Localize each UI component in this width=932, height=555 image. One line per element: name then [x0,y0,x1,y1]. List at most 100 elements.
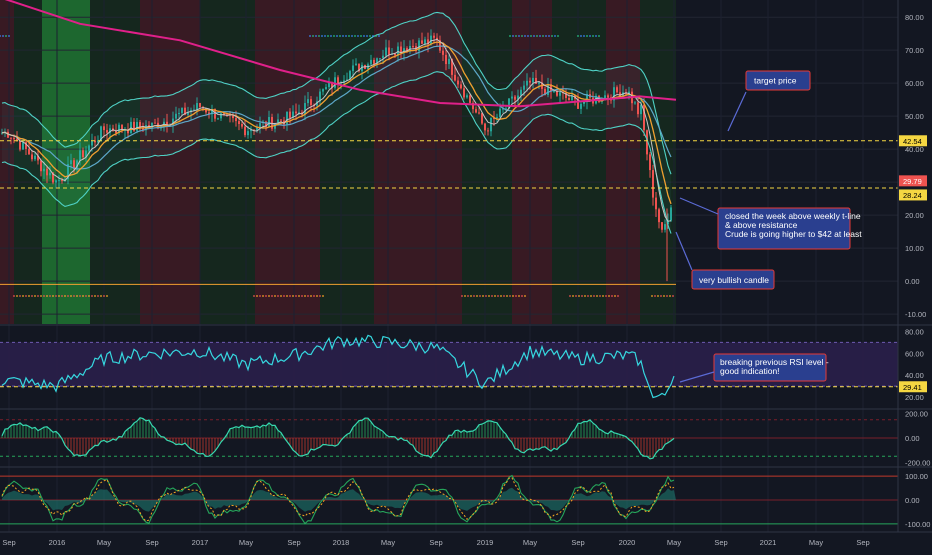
candle-body [88,145,90,151]
signal-dot [274,295,276,297]
candle-body [655,197,657,210]
closed-line-1: closed the week above weekly t-line [725,211,861,221]
signal-dot [669,295,671,297]
signal-dot [345,35,347,37]
price-tick-label: 60.00 [905,79,924,88]
rsi-callout[interactable]: breaking previous RSI level - good indic… [713,353,829,382]
signal-dot [97,295,99,297]
signal-dot [672,295,674,297]
annotations: target price closed the week above weekl… [675,70,862,383]
price-pane[interactable] [0,0,677,297]
osc-tick-label: -100.00 [905,520,930,529]
signal-dot [363,35,365,37]
signal-dot [515,35,517,37]
closed-week-callout[interactable]: closed the week above weekly t-line & ab… [717,207,862,250]
candle-body [292,111,294,118]
level-lines [0,140,898,285]
candle-body [310,99,312,105]
candle-body [103,126,105,131]
candle-body [208,112,210,115]
cci-pane[interactable] [0,417,898,460]
level-high-label-bg [899,135,927,147]
candle-body [94,140,96,143]
time-axis-label: May [239,538,253,547]
signal-dot [589,35,591,37]
candle-body [346,79,348,81]
candle-body [373,59,375,64]
signal-dot [569,295,571,297]
candle-body [616,87,618,93]
signal-dot [25,295,27,297]
zone-0 [0,0,14,324]
signal-dot [551,35,553,37]
candle-body [349,71,351,80]
candle-body [448,58,450,65]
signal-dot [79,295,81,297]
candle-body [457,80,459,85]
candle-body [196,103,198,110]
candle-body [37,155,39,161]
osc-fill [2,487,676,512]
signal-dot [58,295,60,297]
signal-dot [70,295,72,297]
candle-body [268,117,270,127]
signal-dot [292,295,294,297]
signal-dots [0,35,674,297]
time-axis-label: Sep [571,538,584,547]
zone-13 [640,0,676,324]
signal-dot [106,295,108,297]
rsi-level-label-bg [899,381,927,393]
candle-body [133,121,135,131]
price-axis[interactable]: 80.0070.0060.0050.0040.0030.0020.0010.00… [899,13,930,529]
osc-tick-label: 0.00 [905,496,920,505]
price-tick-label: -10.00 [905,310,926,319]
signal-dot [2,35,4,37]
signal-dot [482,295,484,297]
signal-dot [256,295,258,297]
signal-dot [372,35,374,37]
signal-dot [512,295,514,297]
signal-dot [542,35,544,37]
zone-12 [606,0,640,324]
candle-body [244,126,246,136]
zone-1 [14,0,42,324]
candle-body [451,58,453,75]
signal-dot [46,295,48,297]
signal-dot [375,35,377,37]
candle-body [445,54,447,65]
signal-dot [530,35,532,37]
time-axis[interactable]: Sep 2016 May Sep 2017 May Sep 2018 May Sep 2019 May… [2,538,869,547]
signal-dot [324,35,326,37]
candle-body [388,47,390,55]
signal-dot [617,295,619,297]
signal-dot [614,295,616,297]
time-axis-label: May [809,538,823,547]
signal-dot [572,295,574,297]
candle-body [571,95,573,100]
signal-dot [660,295,662,297]
candle-body [583,101,585,104]
signal-dot [583,35,585,37]
candle-body [481,113,483,124]
candle-body [10,137,12,139]
signal-dot [587,295,589,297]
target-callout[interactable]: target price [745,70,811,91]
signal-dot [40,295,42,297]
oscillator-pane[interactable] [0,474,898,525]
signal-dot [85,295,87,297]
candle-body [613,87,615,101]
bullish-candle-callout[interactable]: very bullish candle [691,269,775,290]
signal-dot [339,35,341,37]
candle-body [607,95,609,98]
time-axis-label: Sep [287,538,300,547]
candle-body [55,180,57,183]
osc-signal-line [1,477,675,522]
candle-body [106,130,108,133]
candle-body [166,121,168,126]
candle-body [250,129,252,132]
candle-body [280,119,282,121]
candle-body [154,122,156,124]
signal-dot [491,295,493,297]
signal-dot [19,295,21,297]
